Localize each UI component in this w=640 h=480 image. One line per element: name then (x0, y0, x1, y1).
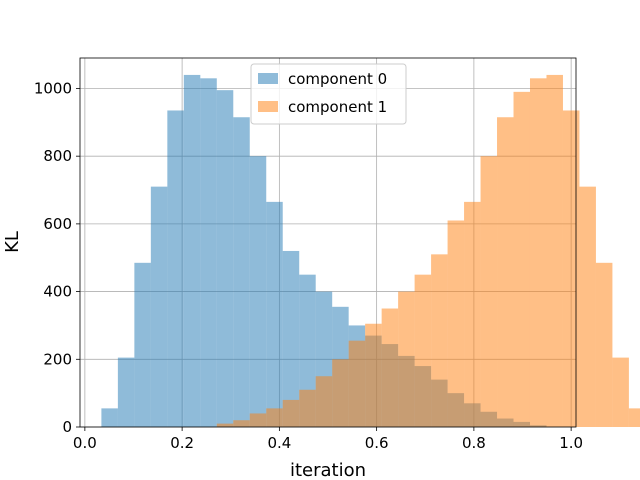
histogram-bar (612, 357, 629, 427)
histogram-bar (513, 91, 530, 427)
histogram-bar (464, 201, 481, 427)
histogram-bar (282, 250, 300, 427)
legend: component 0 component 1 (250, 63, 407, 125)
x-tick-label: 0.4 (267, 434, 291, 452)
y-tick-label: 0 (62, 418, 72, 436)
legend-label-component-1: component 1 (288, 98, 387, 116)
x-tick-label: 1.0 (559, 434, 583, 452)
y-tick-label: 200 (43, 350, 72, 368)
histogram-bar (249, 156, 267, 427)
series-component-1 (216, 74, 640, 428)
histogram-bar (480, 156, 498, 427)
legend-swatch-component-0 (258, 73, 278, 84)
legend-swatch-component-1 (258, 101, 278, 112)
histogram-bar (233, 420, 250, 427)
histogram-bar (216, 423, 234, 427)
y-axis-label: KL (2, 231, 23, 253)
histogram-bar (595, 262, 613, 427)
histogram-bars (101, 74, 640, 428)
x-axis-label: iteration (290, 460, 366, 480)
histogram-bar (183, 74, 201, 427)
histogram-bar (497, 117, 514, 428)
histogram-bar (233, 117, 250, 428)
y-axis-ticks: 0 200 400 600 800 1000 (34, 79, 80, 436)
histogram-bar (216, 90, 234, 427)
histogram-bar (414, 274, 432, 427)
histogram-bar (117, 357, 135, 427)
y-tick-label: 1000 (34, 79, 72, 97)
histogram-bar (447, 220, 465, 427)
x-tick-label: 0.0 (73, 434, 97, 452)
plot-frame (79, 57, 577, 428)
histogram-bar (315, 376, 333, 427)
x-tick-label: 0.6 (365, 434, 389, 452)
histogram-bar (249, 413, 267, 427)
histogram-bar (332, 359, 349, 427)
y-tick-label: 400 (43, 283, 72, 301)
histogram-bar (546, 74, 563, 427)
histogram-bar (579, 186, 596, 427)
x-tick-label: 0.8 (462, 434, 486, 452)
x-tick-label: 0.2 (170, 434, 194, 452)
histogram-bar (299, 274, 316, 427)
legend-label-component-0: component 0 (288, 70, 387, 88)
histogram-bar (282, 399, 300, 427)
histogram-bar (266, 408, 283, 427)
y-tick-label: 600 (43, 215, 72, 233)
histogram-bar (562, 110, 580, 428)
histogram-bar (348, 340, 366, 427)
histogram-bar (365, 323, 382, 427)
histogram-bar (628, 408, 640, 427)
histogram-bar (101, 408, 118, 427)
histogram-bar (134, 262, 151, 427)
y-tick-label: 800 (43, 147, 72, 165)
histogram-bar (167, 110, 184, 428)
histogram-bar (431, 254, 448, 427)
histogram-bar (266, 201, 283, 427)
x-axis-ticks: 0.0 0.2 0.4 0.6 0.8 1.0 (73, 427, 583, 452)
histogram-bar (398, 291, 415, 427)
histogram-bar (200, 78, 217, 428)
histogram-bar (150, 186, 168, 427)
histogram-bar (529, 78, 547, 428)
legend-box (250, 63, 407, 125)
histogram-bar (381, 308, 399, 427)
histogram-bar (299, 389, 316, 427)
